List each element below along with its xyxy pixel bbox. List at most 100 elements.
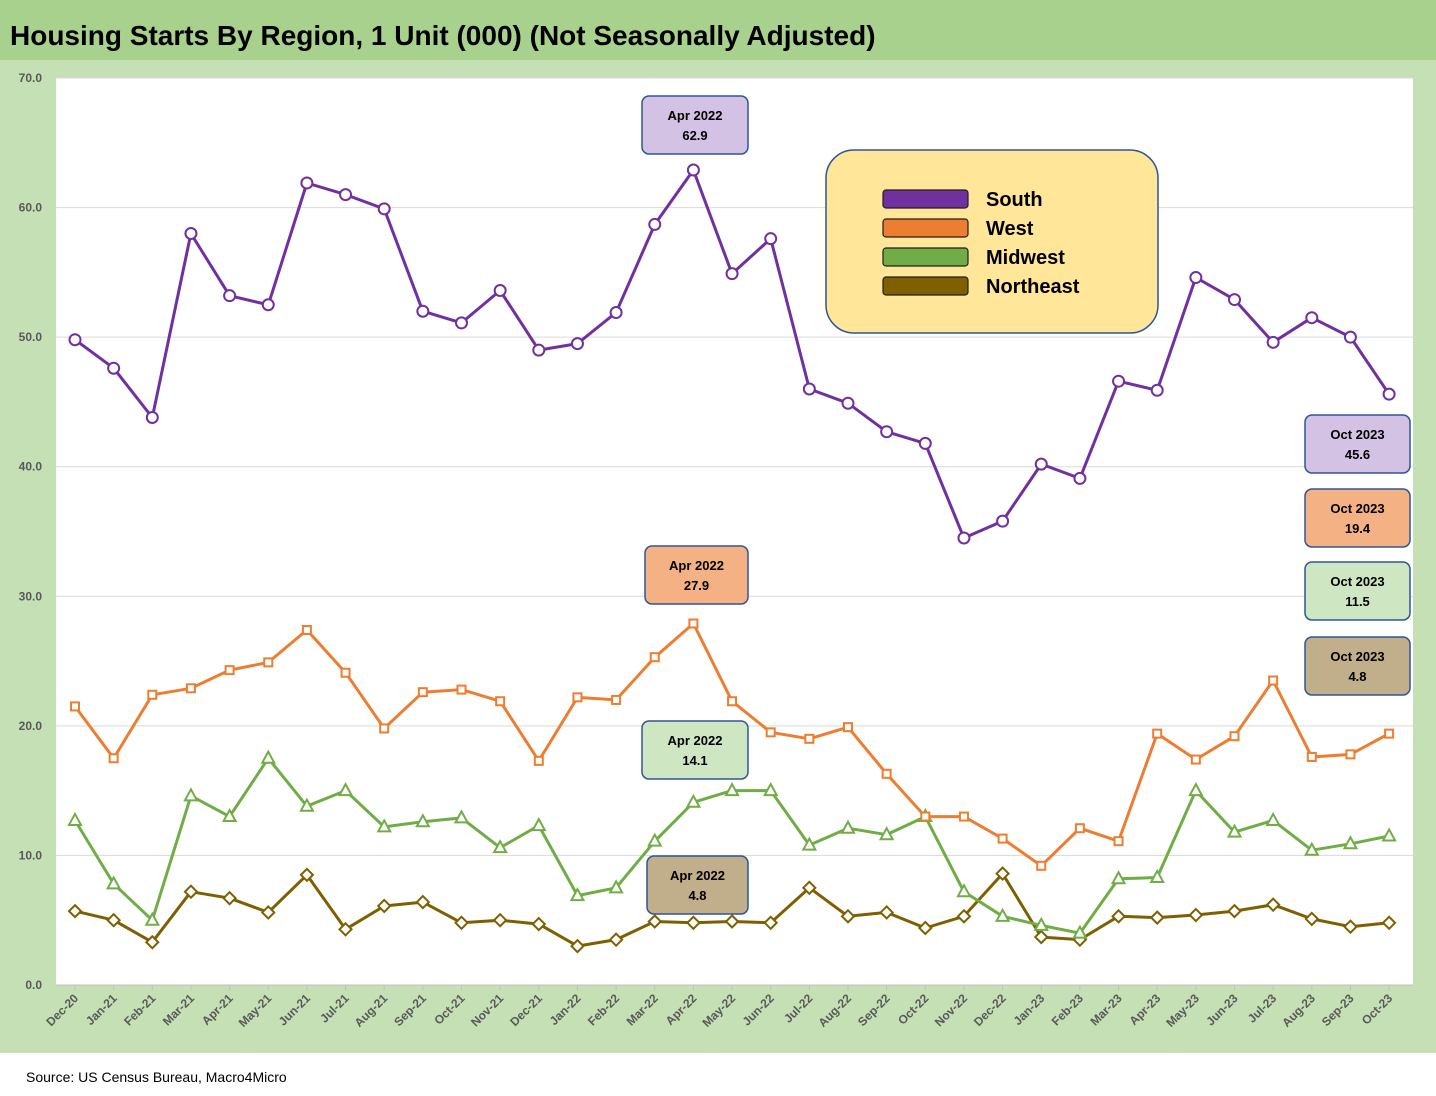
northeast-point — [1304, 911, 1320, 927]
x-tick-label: Nov-22 — [932, 991, 970, 1029]
x-tick-label: Jan-22 — [547, 991, 584, 1028]
x-tick-label: May-23 — [1163, 991, 1202, 1030]
west-point — [224, 665, 235, 676]
x-tick-label: Aug-21 — [352, 991, 391, 1030]
y-tick-label: 20.0 — [19, 719, 43, 733]
west-point — [572, 692, 583, 703]
midwest-point — [67, 811, 83, 826]
south-point — [1150, 383, 1164, 397]
x-tick-label: Feb-21 — [121, 991, 158, 1028]
legend-label-midwest: Midwest — [986, 247, 1065, 269]
x-tick-label: Oct-21 — [431, 991, 468, 1028]
south-point — [880, 425, 894, 439]
midwest-point — [453, 809, 470, 824]
northeast-point — [724, 914, 740, 929]
midwest-point — [956, 883, 972, 898]
northeast-point — [1381, 915, 1397, 931]
northeast-point — [67, 903, 83, 919]
callout-value: 45.6 — [1345, 447, 1370, 462]
callout-value: 14.1 — [682, 753, 707, 768]
callout-value: 11.5 — [1345, 594, 1370, 609]
x-tick-label: Apr-23 — [1127, 991, 1164, 1028]
south-point — [1343, 330, 1357, 344]
northeast-point — [1227, 903, 1242, 919]
west-point — [533, 755, 544, 766]
midwest-point — [337, 782, 354, 797]
south-callout-2023: Oct 2023 45.6 — [1304, 414, 1411, 474]
south-point — [1228, 293, 1241, 307]
x-tick-label: Jun-21 — [276, 991, 313, 1028]
south-point — [1266, 335, 1280, 349]
northeast-point — [1188, 907, 1204, 923]
west-point — [147, 689, 158, 700]
northeast-point — [260, 905, 276, 920]
midwest-point — [105, 875, 122, 890]
northeast-point — [454, 915, 469, 931]
plot-area — [56, 78, 1413, 985]
midwest-point — [299, 797, 315, 812]
x-tick-label: Sep-23 — [1319, 991, 1357, 1029]
midwest-point — [1304, 841, 1320, 856]
midwest-point — [1265, 811, 1281, 826]
midwest-point — [1226, 823, 1243, 838]
callout-box — [641, 720, 749, 780]
callout-period: Apr 2022 — [669, 558, 724, 573]
northeast-point — [570, 938, 585, 954]
midwest-point — [1110, 870, 1127, 885]
northeast-point — [106, 912, 122, 928]
northeast-point — [1343, 919, 1358, 935]
midwest-callout-2022: Apr 2022 14.1 — [641, 720, 749, 780]
northeast-callout-2022: Apr 2022 4.8 — [646, 855, 749, 915]
northeast-point — [1149, 910, 1165, 926]
callout-period: Apr 2022 — [668, 108, 723, 123]
west-point — [611, 694, 622, 705]
south-point — [1112, 374, 1126, 388]
y-tick-label: 50.0 — [19, 330, 43, 344]
northeast-point — [1265, 897, 1281, 913]
callout-period: Apr 2022 — [670, 868, 725, 883]
midwest-point — [415, 813, 431, 828]
northeast-point — [531, 916, 547, 932]
midwest-point — [801, 836, 818, 851]
callout-box — [641, 95, 749, 155]
west-point — [379, 723, 390, 734]
legend-label-northeast: Northeast — [986, 276, 1080, 298]
legend: South West Midwest Northeast — [825, 149, 1159, 334]
northeast-point — [647, 914, 663, 929]
callout-value: 27.9 — [684, 578, 709, 593]
callout-box — [1304, 561, 1411, 621]
legend-label-south: South — [986, 189, 1043, 211]
northeast-callout-2023: Oct 2023 4.8 — [1304, 636, 1411, 696]
x-tick-label: Jun-22 — [740, 991, 777, 1028]
midwest-point — [647, 832, 663, 847]
west-point — [688, 618, 699, 629]
callout-value: 62.9 — [682, 128, 707, 143]
west-point — [263, 657, 274, 668]
west-point — [70, 701, 80, 712]
midwest-callout-2023: Oct 2023 11.5 — [1304, 561, 1411, 621]
midwest-point — [1149, 868, 1165, 883]
title-bar: Housing Starts By Region, 1 Unit (000) (… — [0, 0, 1436, 61]
callout-box — [646, 855, 749, 915]
midwest-point — [183, 787, 199, 802]
x-tick-label: Mar-21 — [160, 991, 197, 1028]
south-point — [68, 333, 82, 347]
callout-value: 4.8 — [1348, 669, 1366, 684]
midwest-point — [492, 839, 508, 854]
south-point — [1034, 457, 1048, 471]
x-tick-label: Mar-22 — [624, 991, 661, 1028]
northeast-point — [879, 905, 895, 920]
x-tick-label: May-22 — [700, 991, 739, 1030]
west-point — [185, 683, 196, 694]
west-point — [765, 727, 776, 738]
west-point — [1074, 823, 1085, 834]
x-tick-label: Jan-23 — [1011, 991, 1048, 1028]
south-point — [493, 283, 507, 297]
northeast-point — [222, 890, 238, 906]
y-tick-label: 30.0 — [19, 589, 43, 603]
x-tick-label: Jul-22 — [781, 991, 816, 1026]
west-point — [1345, 749, 1356, 760]
x-tick-label: Oct-22 — [895, 991, 932, 1028]
callout-period: Oct 2023 — [1330, 649, 1384, 664]
south-point — [996, 514, 1010, 528]
